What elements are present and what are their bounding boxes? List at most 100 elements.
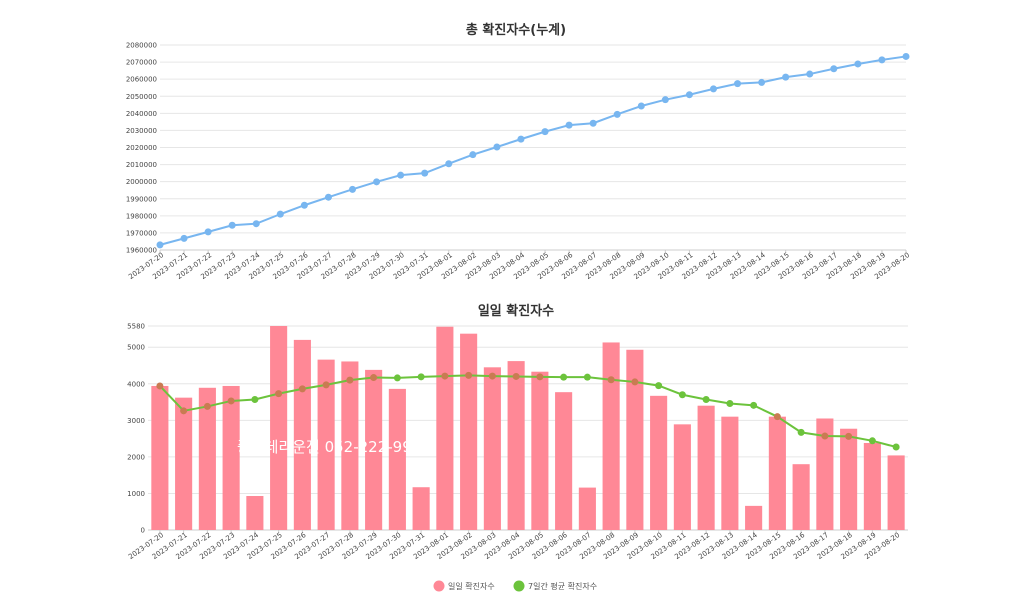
y-tick-label: 5580 [127, 323, 145, 331]
y-tick-label: 0 [141, 527, 145, 535]
daily-bar [887, 455, 905, 530]
y-tick-label: 2060000 [126, 76, 157, 84]
legend-swatch-avg[interactable] [513, 580, 525, 592]
average-point [821, 432, 829, 440]
daily-bar [317, 359, 335, 530]
cumulative-point [854, 60, 862, 68]
cumulative-point [349, 185, 357, 193]
y-tick-label: 1960000 [126, 247, 157, 255]
daily-bar [483, 367, 501, 530]
average-point [298, 385, 306, 393]
daily-bar [555, 392, 573, 530]
cumulative-point [565, 121, 573, 129]
daily-bar [175, 397, 193, 530]
legend-swatch-daily[interactable] [433, 580, 445, 592]
daily-bar [721, 416, 739, 530]
average-point [750, 401, 758, 409]
cumulative-point [397, 171, 405, 179]
cumulative-point [613, 110, 621, 118]
cumulative-point [228, 221, 236, 229]
daily-bar [697, 405, 715, 530]
average-point [465, 371, 473, 379]
cumulative-point [156, 241, 164, 249]
daily-chart-title: 일일 확진자수 [478, 303, 554, 319]
average-point [702, 395, 710, 403]
cumulative-line [159, 55, 907, 246]
daily-bar [673, 424, 691, 530]
cumulative-point [661, 96, 669, 104]
y-tick-label: 2010000 [126, 161, 157, 169]
cumulative-point [830, 65, 838, 73]
cumulative-point [276, 210, 284, 218]
y-tick-label: 2040000 [126, 110, 157, 118]
daily-bar [626, 349, 644, 530]
cumulative-point [782, 73, 790, 81]
cumulative-point [469, 151, 477, 159]
average-point [678, 391, 686, 399]
cumulative-point [902, 52, 910, 60]
average-point [227, 397, 235, 405]
cumulative-point [734, 80, 742, 88]
cumulative-point [324, 193, 332, 201]
cumulative-chart: 1960000 1970000 1980000 1990000 2000000 20100… [126, 42, 911, 281]
legend-label-daily[interactable]: 일일 확진자수 [448, 581, 495, 591]
average-point [726, 400, 734, 408]
y-tick-label: 2070000 [126, 59, 157, 67]
daily-bar [792, 464, 810, 530]
daily-bar [198, 387, 216, 530]
y-tick-label: 2030000 [126, 127, 157, 135]
average-point [180, 407, 188, 415]
daily-bar [388, 388, 406, 530]
legend: 일일 확진자수 7일간 평균 확진자수 [433, 580, 597, 592]
y-tick-label: 5000 [127, 344, 145, 352]
y-tick-label: 2080000 [126, 42, 157, 50]
daily-bar [222, 385, 240, 530]
average-point [275, 390, 283, 398]
average-point [346, 376, 354, 384]
cumulative-point [421, 169, 429, 177]
average-point [773, 413, 781, 421]
y-tick-label: 1970000 [126, 229, 157, 237]
cumulative-point [373, 178, 381, 186]
cumulative-point [637, 102, 645, 110]
cumulative-point [252, 220, 260, 228]
average-point [560, 373, 568, 381]
average-point [393, 374, 401, 382]
average-point [203, 402, 211, 410]
average-point [868, 437, 876, 445]
daily-bar [602, 342, 620, 530]
average-point [441, 372, 449, 380]
cumulative-point [758, 78, 766, 86]
cumulative-point [589, 119, 597, 127]
cumulative-point [806, 70, 814, 78]
cumulative-point [300, 201, 308, 209]
cumulative-point [180, 234, 188, 242]
daily-bar [412, 487, 430, 530]
daily-bar [578, 487, 596, 530]
cumulative-point [541, 128, 549, 136]
cumulative-point [517, 135, 525, 143]
average-line [159, 374, 897, 448]
daily-bar [341, 361, 359, 530]
cumulative-point [878, 56, 886, 64]
cumulative-point [445, 160, 453, 168]
average-point [251, 395, 259, 403]
average-point [631, 378, 639, 386]
y-tick-label: 4000 [127, 380, 145, 388]
daily-bar [745, 505, 763, 530]
legend-label-avg[interactable]: 7일간 평균 확진자수 [528, 581, 597, 591]
daily-bar [816, 418, 834, 530]
daily-bar [507, 361, 525, 530]
average-point [583, 373, 591, 381]
y-tick-label: 1980000 [126, 212, 157, 220]
y-tick-label: 2000000 [126, 178, 157, 186]
y-tick-label: 2050000 [126, 93, 157, 101]
daily-bar [768, 416, 786, 530]
average-point [488, 372, 496, 380]
y-tick-label: 3000 [127, 417, 145, 425]
daily-bar [650, 395, 668, 530]
average-point [156, 382, 164, 390]
average-point [892, 443, 900, 451]
cumulative-chart-title: 총 확진자수(누계) [466, 22, 566, 38]
y-tick-label: 1000 [127, 490, 145, 498]
